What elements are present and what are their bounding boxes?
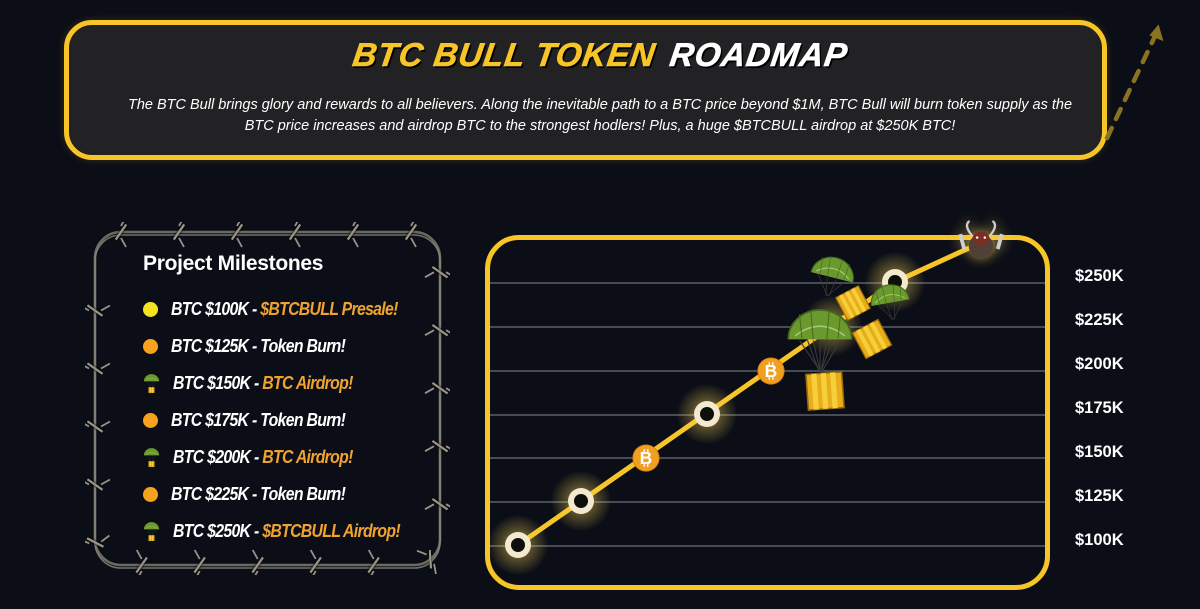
svg-text:B: B xyxy=(639,448,652,468)
svg-text:B: B xyxy=(765,361,778,381)
